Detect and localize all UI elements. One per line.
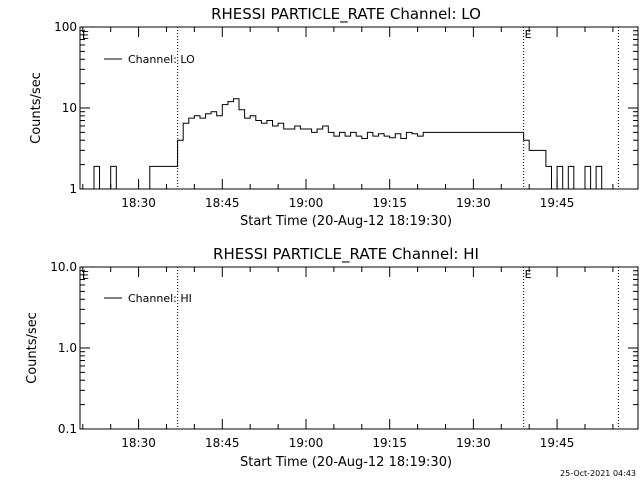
x-axis-label: Start Time (20-Aug-12 18:19:30) (240, 214, 452, 229)
legend-entry-lo: Channel: LO (128, 53, 195, 66)
time-markers: E (177, 27, 619, 189)
y-tick-label: 100 (54, 20, 77, 34)
x-tick-label: 19:15 (372, 436, 407, 450)
y-tick-label: 10.0 (50, 260, 77, 274)
time-marker-label: E (525, 268, 532, 281)
y-tick-label: 1 (69, 182, 77, 196)
x-tick-label: 18:45 (205, 436, 240, 450)
legend: Channel: LO (104, 53, 195, 66)
chart-title: RHESSI PARTICLE_RATE Channel: LO (211, 5, 481, 24)
x-tick-label: 19:45 (540, 436, 575, 450)
x-tick-label: 18:30 (121, 196, 156, 210)
x-tick-label: 19:00 (289, 436, 324, 450)
time-markers: E (177, 267, 619, 429)
series-line-lo (88, 98, 608, 190)
legend: Channel: HI (104, 292, 192, 305)
chart-title: RHESSI PARTICLE_RATE Channel: HI (213, 245, 479, 264)
x-axis: 18:30 18:45 19:00 19:15 19:30 19:45 (82, 27, 614, 210)
x-tick-label: 19:15 (372, 196, 407, 210)
time-marker-label: E (525, 28, 532, 41)
hi-channel-panel: RHESSI PARTICLE_RATE Channel: HI 0.1 1.0 1… (25, 245, 639, 470)
y-tick-label: 10 (62, 101, 77, 115)
start-marker-label: E (82, 269, 89, 282)
y-axis: 1 10 100 (54, 20, 638, 196)
x-tick-label: 18:30 (121, 436, 156, 450)
y-axis-label: Counts/sec (29, 72, 44, 144)
x-tick-label: 19:30 (456, 436, 491, 450)
footer-timestamp: 25-Oct-2021 04:43 (560, 469, 636, 478)
legend-entry-hi: Channel: HI (128, 292, 192, 305)
x-axis-label: Start Time (20-Aug-12 18:19:30) (240, 455, 452, 470)
y-axis: 0.1 1.0 10.0 (50, 260, 638, 436)
x-tick-label: 19:45 (540, 196, 575, 210)
lo-channel-panel: RHESSI PARTICLE_RATE Channel: LO 110100 … (29, 5, 639, 229)
y-tick-label: 1.0 (58, 341, 77, 355)
start-marker-label: E (82, 29, 89, 42)
x-axis: 18:30 18:45 19:00 19:15 19:30 19:45 (82, 267, 614, 450)
y-tick-label: 0.1 (58, 422, 77, 436)
plot-frame (79, 26, 639, 190)
x-tick-label: 19:00 (289, 196, 324, 210)
x-tick-label: 18:45 (205, 196, 240, 210)
y-axis-label: Counts/sec (25, 312, 40, 384)
x-tick-label: 19:30 (456, 196, 491, 210)
